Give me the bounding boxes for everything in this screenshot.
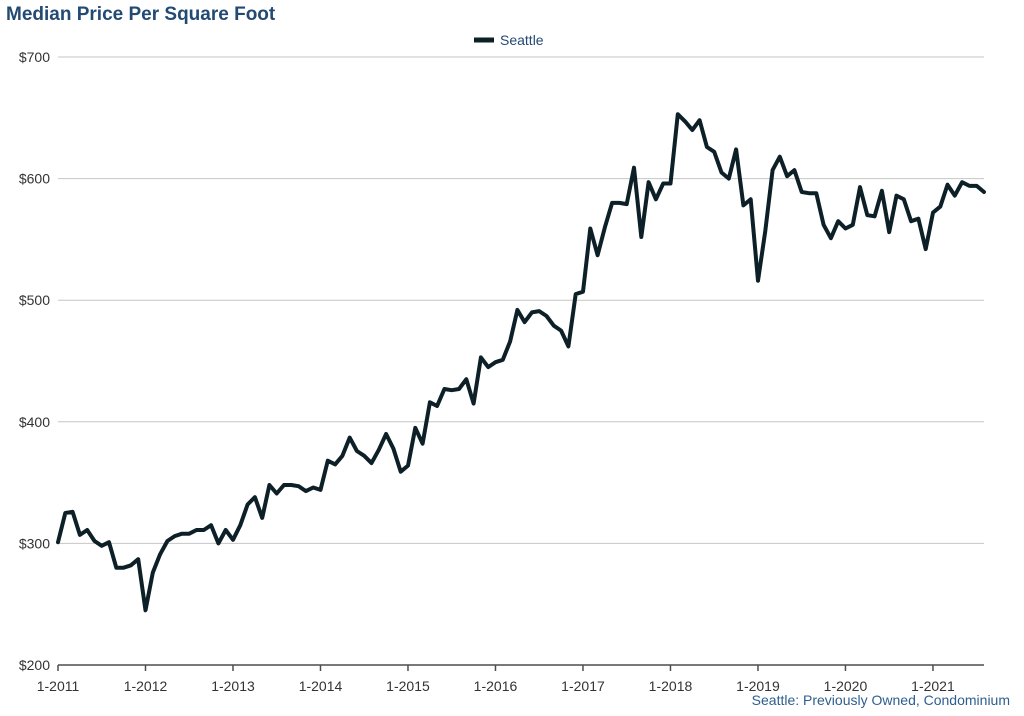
x-tick-label: 1-2021 [911, 678, 955, 694]
y-tick-label: $600 [19, 171, 50, 187]
legend-label: Seattle [500, 32, 544, 48]
chart-footnote: Seattle: Previously Owned, Condominium [751, 692, 1010, 708]
x-tick-label: 1-2018 [649, 678, 693, 694]
x-tick-label: 1-2014 [299, 678, 343, 694]
x-tick-label: 1-2017 [561, 678, 605, 694]
gridlines [58, 56, 984, 544]
x-tick-label: 1-2012 [124, 678, 168, 694]
series-group [56, 112, 986, 613]
x-axis: 1-2011 1-2012 1-2013 1-2014 1-2015 1-2016 1-20… [37, 664, 984, 694]
y-tick-label: $200 [19, 657, 50, 673]
y-tick-label: $400 [19, 414, 50, 430]
legend: Seattle [474, 32, 544, 48]
x-tick-label: 1-2015 [386, 678, 430, 694]
x-tick-label: 1-2019 [736, 678, 780, 694]
x-tick-label: 1-2013 [211, 678, 255, 694]
series-line-seattle [56, 112, 986, 613]
x-tick-label: 1-2016 [474, 678, 518, 694]
x-tick-label: 1-2011 [37, 678, 80, 694]
x-tick-label: 1-2020 [824, 678, 868, 694]
y-tick-label: $500 [19, 292, 50, 308]
y-tick-label: $700 [19, 49, 50, 65]
chart-title: Median Price Per Square Foot [6, 4, 276, 25]
y-tick-label: $300 [19, 535, 50, 551]
y-axis: $200 $300 $400 $500 $600 $700 [19, 49, 50, 673]
